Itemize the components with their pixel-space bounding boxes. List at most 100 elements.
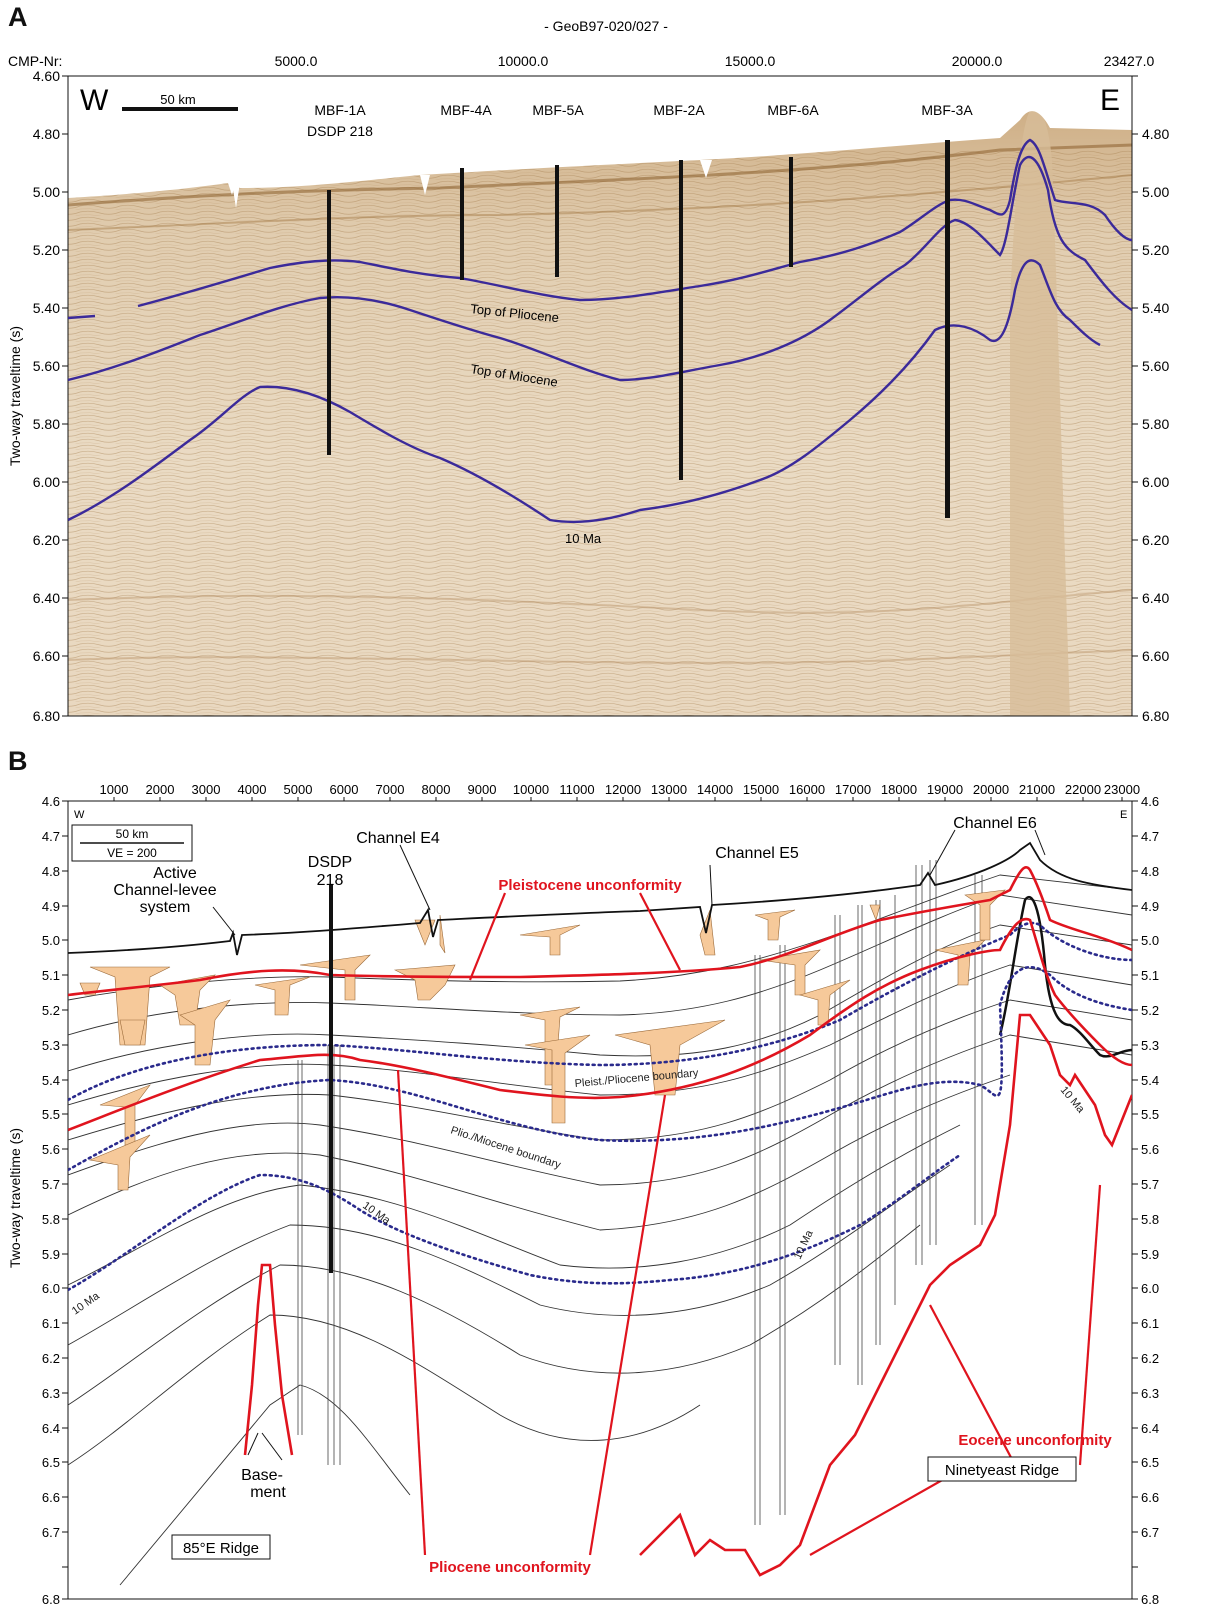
site-line-mbf4a	[460, 168, 464, 280]
yb-r-4.8: 4.8	[1141, 864, 1159, 879]
xb-22000: 22000	[1065, 782, 1101, 797]
xb-5000: 5000	[284, 782, 313, 797]
xb-12000: 12000	[605, 782, 641, 797]
yb-6.0: 6.0	[42, 1281, 60, 1296]
yb-r-5.9: 5.9	[1141, 1247, 1159, 1262]
site-label-mbf5a: MBF-5A	[532, 102, 584, 118]
ya-r-6.40: 6.40	[1142, 590, 1169, 606]
panel-b-right-labels: 4.6 4.7 4.8 4.9 5.0 5.1 5.2 5.3 5.4 5.5 …	[1141, 794, 1159, 1607]
ninetyeast-label: Ninetyeast Ridge	[945, 1462, 1059, 1479]
ya-4.60: 4.60	[33, 68, 60, 84]
yb-4.7: 4.7	[42, 829, 60, 844]
xb-13000: 13000	[651, 782, 687, 797]
xb-8000: 8000	[422, 782, 451, 797]
yb-r-6.8: 6.8	[1141, 1592, 1159, 1607]
ten-ma-boundary	[68, 1153, 962, 1292]
panel-a-scale-label: 50 km	[160, 92, 195, 107]
yb-6.8: 6.8	[42, 1592, 60, 1607]
dsdp-label-2: 218	[317, 872, 344, 889]
yb-6.3: 6.3	[42, 1386, 60, 1401]
ya-r-5.20: 5.20	[1142, 242, 1169, 258]
ya-r-4.80: 4.80	[1142, 126, 1169, 142]
yb-r-6.0: 6.0	[1141, 1281, 1159, 1296]
yb-4.6: 4.6	[42, 794, 60, 809]
basement-red-line	[243, 1263, 294, 1456]
ridge-85-label: 85°E Ridge	[183, 1540, 259, 1557]
xb-6000: 6000	[330, 782, 359, 797]
ridge-85-box	[171, 1534, 271, 1560]
yb-r-6.3: 6.3	[1141, 1386, 1159, 1401]
yb-5.3: 5.3	[42, 1038, 60, 1053]
site-label-mbf1a: MBF-1A	[314, 102, 366, 118]
xb-2000: 2000	[146, 782, 175, 797]
yb-r-5.6: 5.6	[1141, 1142, 1159, 1157]
yb-r-6.4: 6.4	[1141, 1421, 1159, 1436]
yb-r-6.6: 6.6	[1141, 1490, 1159, 1505]
xb-17000: 17000	[835, 782, 871, 797]
ya-r-6.60: 6.60	[1142, 648, 1169, 664]
ya-r-6.20: 6.20	[1142, 532, 1169, 548]
xb-21000: 21000	[1019, 782, 1055, 797]
yb-r-5.5: 5.5	[1141, 1107, 1159, 1122]
panel-b-scale-label: 50 km	[116, 827, 149, 841]
channel-e6-label: Channel E6	[953, 815, 1037, 832]
horizon-top-pliocene	[68, 138, 1132, 320]
yb-6.2: 6.2	[42, 1351, 60, 1366]
yb-6.1: 6.1	[42, 1316, 60, 1331]
xb-9000: 9000	[468, 782, 497, 797]
xb-19000: 19000	[927, 782, 963, 797]
ya-5.80: 5.80	[33, 416, 60, 432]
panel-b-west: W	[74, 809, 85, 821]
panel-b-black-reflector	[998, 895, 1132, 1058]
xb-4000: 4000	[238, 782, 267, 797]
pleistocene-unconformity-label: Pleistocene unconformity	[498, 877, 682, 894]
xb-16000: 16000	[789, 782, 825, 797]
pliocene-unconformity-line	[68, 917, 1132, 1132]
yb-6.5: 6.5	[42, 1455, 60, 1470]
yb-r-4.6: 4.6	[1141, 794, 1159, 809]
channel-e5-label: Channel E5	[715, 845, 799, 862]
panel-a-yaxis-ticks	[62, 75, 1138, 717]
panel-b-y-axis-title: Two-way traveltime (s)	[7, 1128, 23, 1268]
panel-a-seismic-section: - GeoB97-020/027 - CMP-Nr: 5000.0 10000.…	[7, 18, 1169, 724]
panel-a-letter: A	[8, 2, 28, 32]
site-line-mbf3a	[945, 140, 950, 518]
yb-5.7: 5.7	[42, 1177, 60, 1192]
yb-r-6.5: 6.5	[1141, 1455, 1159, 1470]
panel-b-red-labels: Pleistocene unconformity Eocene unconfor…	[429, 877, 1112, 1576]
yb-r-4.7: 4.7	[1141, 829, 1159, 844]
eocene-unconformity-line	[639, 1013, 1132, 1577]
site-label-mbf6a: MBF-6A	[767, 102, 819, 118]
site-line-mbf5a	[555, 165, 559, 277]
panel-a-right-labels: 4.80 5.00 5.20 5.40 5.60 5.80 6.00 6.20 …	[1142, 126, 1169, 724]
ya-6.00: 6.00	[33, 474, 60, 490]
cmp-tick-15000: 15000.0	[725, 53, 776, 69]
yb-6.7: 6.7	[42, 1525, 60, 1540]
yb-r-6.7: 6.7	[1141, 1525, 1159, 1540]
yb-r-5.7: 5.7	[1141, 1177, 1159, 1192]
yb-r-5.2: 5.2	[1141, 1003, 1159, 1018]
yb-5.5: 5.5	[42, 1107, 60, 1122]
ya-5.00: 5.00	[33, 184, 60, 200]
active-label-1: Active	[153, 865, 197, 882]
seismic-image	[68, 76, 1132, 716]
dsdp-label-1: DSDP	[308, 854, 352, 871]
xb-1000: 1000	[100, 782, 129, 797]
ya-5.60: 5.60	[33, 358, 60, 374]
active-label-3: system	[140, 899, 191, 916]
panel-b-yticks	[62, 800, 1138, 1600]
cmp-tick-5000: 5000.0	[275, 53, 318, 69]
panel-b-faults	[297, 860, 983, 1525]
yb-r-4.9: 4.9	[1141, 899, 1159, 914]
plio-miocene-boundary	[68, 966, 1132, 1172]
xb-3000: 3000	[192, 782, 221, 797]
active-label-2: Channel-levee	[113, 882, 216, 899]
panel-b-xaxis: 1000 2000 3000 4000 5000 6000 7000 8000 …	[100, 782, 1141, 797]
profile-title: - GeoB97-020/027 -	[544, 18, 668, 34]
yb-4.9: 4.9	[42, 899, 60, 914]
cmp-tick-10000: 10000.0	[498, 53, 549, 69]
ya-r-5.60: 5.60	[1142, 358, 1169, 374]
ya-r-5.40: 5.40	[1142, 300, 1169, 316]
panel-a-sites	[327, 140, 950, 518]
yb-r-5.3: 5.3	[1141, 1038, 1159, 1053]
